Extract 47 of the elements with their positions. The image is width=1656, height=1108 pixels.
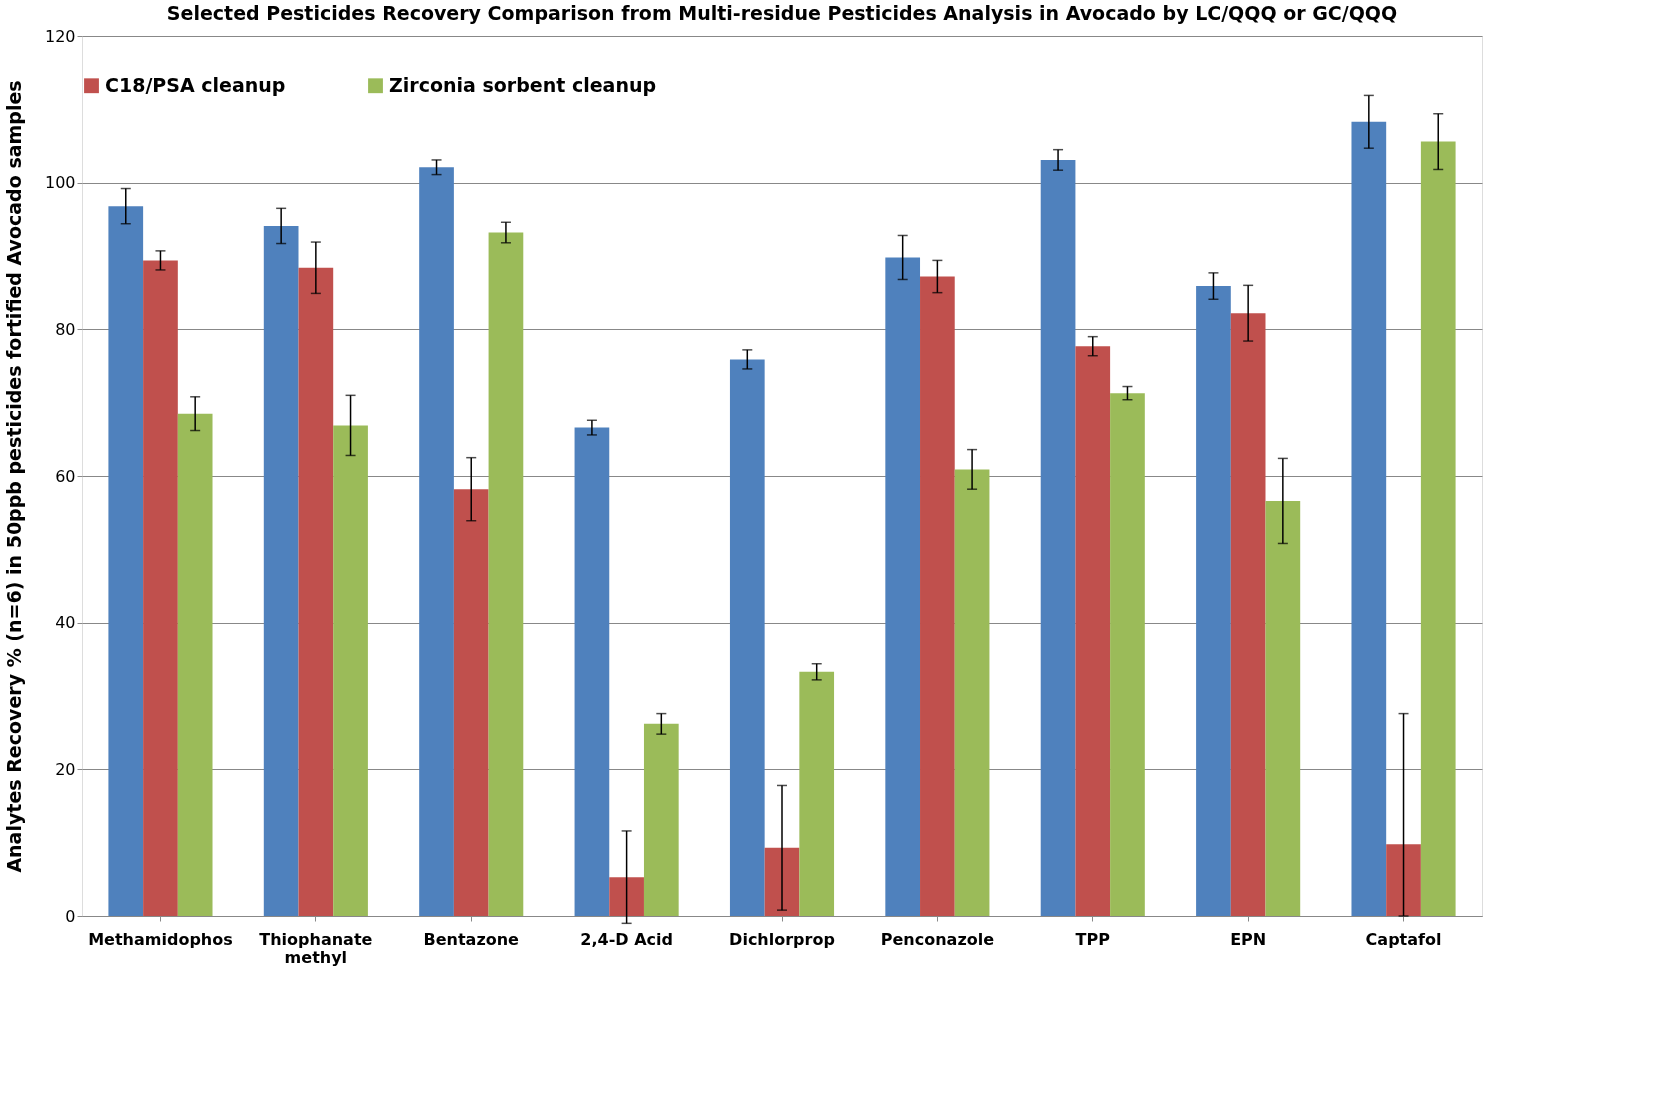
bar: [1196, 286, 1231, 916]
bar: [1386, 844, 1421, 916]
bar: [609, 877, 644, 916]
y-axis-title: Analytes Recovery % (n=6) in 50ppb pesticides fortified Avocado samples: [2, 80, 25, 873]
chart-title: Selected Pesticides Recovery Comparison from Multi-residue Pesticides Analysis in Avocado by LC/QQQ or GC/QQQ: [166, 2, 1398, 24]
legend-label: Zirconia sorbent cleanup: [389, 73, 657, 96]
bar: [143, 260, 178, 916]
y-tick-label: 60: [55, 466, 76, 486]
x-tick-label: Thiophanate methyl: [259, 929, 373, 967]
y-tick-label: 40: [55, 613, 76, 633]
y-tick-label: 20: [55, 759, 76, 779]
bar: [1230, 313, 1266, 916]
bar: [574, 427, 610, 916]
bar: [764, 847, 800, 916]
x-tick-label: Methamidophos: [88, 929, 233, 949]
x-tick-label: Penconazole: [880, 929, 995, 949]
x-tick-label: 2,4-D Acid: [580, 929, 673, 949]
bar: [333, 425, 368, 916]
bar: [177, 413, 213, 916]
bar: [643, 723, 679, 916]
bar: [298, 267, 334, 916]
bar: [419, 167, 454, 916]
bar: [1265, 500, 1301, 916]
y-tick-label: 100: [44, 173, 76, 193]
legend-label: C18/PSA cleanup: [105, 73, 286, 96]
x-tick-label: TPP: [1075, 929, 1111, 949]
bar: [799, 671, 835, 916]
y-tick-label: 80: [55, 319, 76, 339]
x-tick-label: Captafol: [1365, 929, 1442, 949]
bar: [729, 359, 765, 916]
bar: [108, 206, 144, 916]
bar: [885, 257, 921, 916]
bar: [1075, 346, 1111, 916]
bar: [453, 489, 489, 916]
bar: [954, 469, 990, 916]
bar: [1420, 141, 1456, 916]
x-tick-label: Bentazone: [423, 929, 520, 949]
bar: [488, 232, 524, 916]
bar: [263, 225, 299, 916]
bar: [1110, 393, 1145, 916]
bar: [1040, 159, 1076, 916]
x-tick-label: Dichlorprop: [729, 929, 835, 949]
bar: [1351, 121, 1387, 916]
y-tick-label: 0: [65, 906, 76, 926]
x-tick-label: EPN: [1230, 929, 1267, 949]
y-tick-label: 120: [44, 26, 76, 46]
bar: [920, 276, 955, 916]
